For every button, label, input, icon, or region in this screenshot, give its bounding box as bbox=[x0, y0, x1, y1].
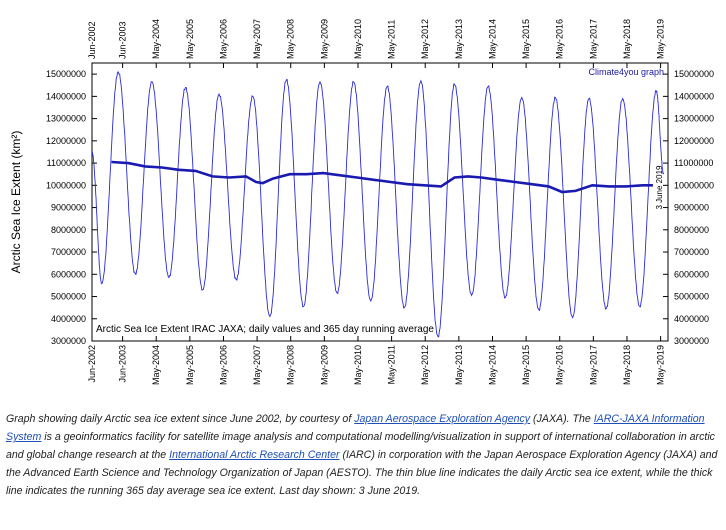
x-tick-label-top: May-2012 bbox=[420, 19, 430, 59]
y-tick-label-left: 8000000 bbox=[51, 225, 86, 235]
chart-annotation: Arctic Sea Ice Extent IRAC JAXA; daily v… bbox=[96, 324, 434, 335]
y-tick-label-left: 12000000 bbox=[46, 136, 86, 146]
caption-text: Graph showing daily Arctic sea ice exten… bbox=[6, 413, 355, 425]
y-tick-label-right: 11000000 bbox=[674, 158, 713, 168]
y-tick-label-right: 15000000 bbox=[674, 69, 714, 79]
y-tick-label-right: 3000000 bbox=[674, 336, 709, 346]
iarc-link[interactable]: International Arctic Research Center bbox=[169, 449, 340, 461]
x-tick-label-top: Jun-2002 bbox=[87, 21, 97, 59]
credit-label: Climate4you graph bbox=[588, 67, 664, 77]
x-tick-label-top: May-2010 bbox=[353, 19, 363, 59]
series-line-daily bbox=[91, 71, 665, 338]
y-tick-label-right: 4000000 bbox=[674, 314, 709, 324]
x-tick-label-bottom: May-2019 bbox=[656, 345, 666, 385]
x-tick-label-bottom: May-2015 bbox=[521, 345, 531, 385]
x-tick-label-bottom: May-2007 bbox=[252, 345, 262, 385]
jaxa-link[interactable]: Japan Aerospace Exploration Agency bbox=[354, 413, 531, 425]
y-tick-label-right: 12000000 bbox=[674, 136, 714, 146]
x-tick-label-top: May-2007 bbox=[252, 19, 262, 59]
iarc-jaxa-link[interactable]: IARC-JAXA Information System bbox=[6, 413, 705, 443]
x-tick-label-top: May-2019 bbox=[656, 19, 666, 59]
x-tick-label-top: May-2009 bbox=[319, 19, 329, 59]
y-tick-label-left: 11000000 bbox=[47, 158, 86, 168]
y-tick-label-left: 5000000 bbox=[51, 292, 86, 302]
caption-text: (IARC) in corporation with the Japan Aer… bbox=[6, 449, 718, 497]
y-tick-label-right: 13000000 bbox=[674, 114, 714, 124]
y-tick-label-right: 9000000 bbox=[674, 203, 709, 213]
x-tick-label-top: May-2004 bbox=[151, 19, 161, 59]
last-date-label: 3 June 2019 bbox=[655, 165, 664, 210]
y-tick-label-right: 5000000 bbox=[674, 292, 709, 302]
plot-area bbox=[91, 62, 669, 342]
x-tick-label-bottom: May-2011 bbox=[387, 345, 397, 384]
caption-text: (JAXA). The bbox=[530, 413, 594, 425]
x-tick-label-bottom: May-2010 bbox=[353, 345, 363, 385]
y-tick-label-left: 15000000 bbox=[46, 69, 86, 79]
y-tick-label-right: 6000000 bbox=[674, 269, 709, 279]
y-axis-left: 3000000 4000000 5000000 6000000 7000000 80000… bbox=[46, 69, 97, 346]
y-tick-label-left: 9000000 bbox=[51, 203, 86, 213]
x-tick-label-top: May-2018 bbox=[622, 19, 632, 59]
y-tick-label-left: 7000000 bbox=[51, 247, 86, 257]
x-tick-label-bottom: May-2012 bbox=[420, 345, 430, 385]
x-tick-label-top: May-2008 bbox=[286, 19, 296, 59]
x-tick-label-bottom: May-2008 bbox=[286, 345, 296, 385]
x-tick-label-top: May-2017 bbox=[588, 19, 598, 59]
y-tick-label-right: 10000000 bbox=[674, 180, 714, 190]
caption-text: is a geoinformatics facility for satelli… bbox=[6, 431, 715, 461]
y-tick-label-left: 10000000 bbox=[46, 180, 86, 190]
x-tick-label-top: May-2015 bbox=[521, 19, 531, 59]
x-axis-top: Jun-2002 Jun-2003 May-2004 May-2005 May-2006… bbox=[87, 19, 666, 68]
y-tick-label-left: 14000000 bbox=[46, 91, 86, 101]
y-axis-title: Arctic Sea Ice Extent (km²) bbox=[9, 131, 23, 274]
y-tick-label-right: 7000000 bbox=[674, 247, 709, 257]
y-tick-label-right: 14000000 bbox=[674, 91, 714, 101]
x-tick-label-bottom: Jun-2003 bbox=[118, 345, 128, 383]
x-tick-label-bottom: May-2017 bbox=[588, 345, 598, 385]
x-tick-label-top: Jun-2003 bbox=[118, 21, 128, 59]
y-tick-label-left: 3000000 bbox=[51, 336, 86, 346]
x-tick-label-bottom: May-2014 bbox=[487, 345, 497, 385]
series-line-running-average bbox=[111, 160, 653, 194]
x-tick-label-top: May-2006 bbox=[218, 19, 228, 59]
y-tick-label-left: 4000000 bbox=[51, 314, 86, 324]
y-tick-label-left: 6000000 bbox=[51, 269, 86, 279]
x-tick-label-bottom: May-2009 bbox=[319, 345, 329, 385]
x-axis-bottom: Jun-2002 Jun-2003 May-2004 May-2005 May-2006… bbox=[87, 336, 666, 385]
x-tick-label-top: May-2014 bbox=[487, 19, 497, 59]
x-tick-label-bottom: May-2013 bbox=[454, 345, 464, 385]
sea-ice-chart: 3000000 4000000 5000000 6000000 7000000 80000… bbox=[9, 19, 714, 385]
y-tick-label-left: 13000000 bbox=[46, 114, 86, 124]
x-tick-label-bottom: May-2005 bbox=[185, 345, 195, 385]
x-tick-label-top: May-2013 bbox=[454, 19, 464, 59]
y-tick-label-right: 8000000 bbox=[674, 225, 709, 235]
x-tick-label-bottom: May-2004 bbox=[151, 345, 161, 385]
figure-caption: Graph showing daily Arctic sea ice exten… bbox=[6, 410, 718, 500]
x-tick-label-bottom: May-2018 bbox=[622, 345, 632, 385]
x-tick-label-bottom: Jun-2002 bbox=[87, 345, 97, 383]
y-axis-right: 3000000 4000000 5000000 6000000 7000000 80000… bbox=[663, 69, 714, 346]
x-tick-label-top: May-2011 bbox=[387, 20, 397, 59]
x-tick-label-top: May-2005 bbox=[185, 19, 195, 59]
x-tick-label-bottom: May-2006 bbox=[218, 345, 228, 385]
x-tick-label-bottom: May-2016 bbox=[555, 345, 565, 385]
x-tick-label-top: May-2016 bbox=[555, 19, 565, 59]
